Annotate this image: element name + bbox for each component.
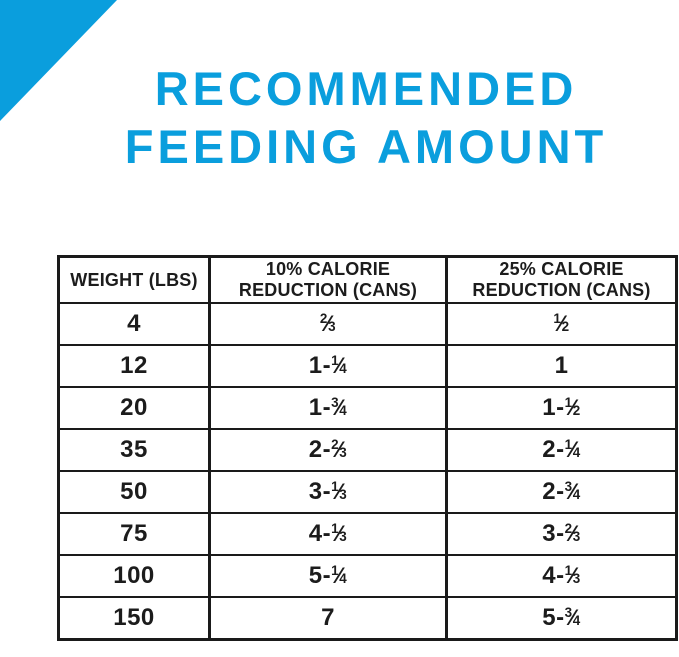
cans-cell: 5-1⁄4 [208,554,447,597]
table-row: 20 1-3⁄4 1-1⁄2 [57,386,677,429]
weight-cell: 75 [57,512,210,555]
cans-cell: 2⁄3 [208,302,447,345]
cans-cell: 1-1⁄2 [445,386,677,429]
page-title: RECOMMENDED FEEDING AMOUNT [57,60,675,176]
cans-cell: 2-1⁄4 [445,428,677,471]
fraction: 1⁄4 [331,562,348,588]
cans-cell: 4-1⁄3 [208,512,447,555]
fraction: 1⁄3 [564,562,581,588]
column-header: WEIGHT (LBS) [57,255,210,303]
cans-cell: 1 [445,344,677,387]
fraction: 1⁄3 [331,520,348,546]
page-title-line1: RECOMMENDED [154,62,578,115]
fraction: 2⁄3 [331,436,348,462]
feeding-table-container: WEIGHT (LBS) 10% CALORIE REDUCTION (CANS)… [57,255,678,641]
table-row: 12 1-1⁄4 1 [57,344,677,387]
cans-cell: 1⁄2 [445,302,677,345]
column-header: 10% CALORIE REDUCTION (CANS) [208,255,447,303]
table-row: 150 7 5-3⁄4 [57,596,677,640]
cans-cell: 4-1⁄3 [445,554,677,597]
fraction: 3⁄4 [564,478,581,504]
fraction: 3⁄4 [331,394,348,420]
weight-cell: 50 [57,470,210,513]
fraction: 2⁄3 [319,310,337,336]
weight-cell: 35 [57,428,210,471]
cans-cell: 2-3⁄4 [445,470,677,513]
header-row: WEIGHT (LBS) 10% CALORIE REDUCTION (CANS)… [57,255,677,303]
fraction: 1⁄2 [564,394,581,420]
table-row: 35 2-2⁄3 2-1⁄4 [57,428,677,471]
fraction: 1⁄4 [564,436,581,462]
weight-cell: 100 [57,554,210,597]
table-row: 4 2⁄3 1⁄2 [57,302,677,345]
fraction: 1⁄3 [331,478,348,504]
weight-cell: 150 [57,596,210,640]
weight-cell: 20 [57,386,210,429]
fraction: 1⁄4 [331,352,348,378]
fraction: 1⁄2 [553,310,570,336]
cans-cell: 1-1⁄4 [208,344,447,387]
cans-cell: 5-3⁄4 [445,596,677,640]
cans-cell: 7 [208,596,447,640]
table-body: 4 2⁄3 1⁄2 12 1-1⁄4 1 20 1-3⁄4 1-1⁄2 35 2-2⁄3 2-1⁄4 5… [57,302,677,640]
weight-cell: 4 [57,302,210,345]
fraction: 2⁄3 [564,520,581,546]
weight-cell: 12 [57,344,210,387]
fraction: 3⁄4 [564,604,581,630]
table-row: 75 4-1⁄3 3-2⁄3 [57,512,677,555]
cans-cell: 1-3⁄4 [208,386,447,429]
table-row: 50 3-1⁄3 2-3⁄4 [57,470,677,513]
cans-cell: 3-1⁄3 [208,470,447,513]
page-title-line2: FEEDING AMOUNT [124,120,608,173]
cans-cell: 2-2⁄3 [208,428,447,471]
feeding-table: WEIGHT (LBS) 10% CALORIE REDUCTION (CANS)… [57,255,678,641]
cans-cell: 3-2⁄3 [445,512,677,555]
column-header: 25% CALORIE REDUCTION (CANS) [445,255,677,303]
table-row: 100 5-1⁄4 4-1⁄3 [57,554,677,597]
